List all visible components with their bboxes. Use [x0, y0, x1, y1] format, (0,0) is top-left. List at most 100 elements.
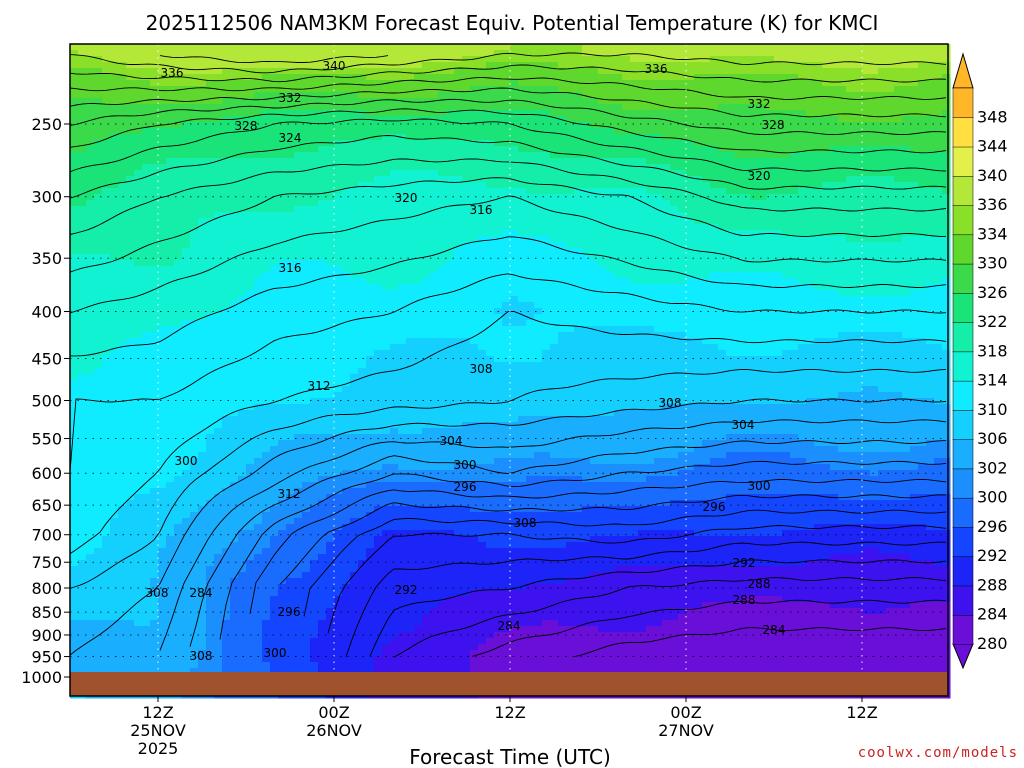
heat-cell	[86, 140, 95, 147]
heat-cell	[662, 68, 671, 75]
heat-cell	[382, 278, 391, 285]
heat-cell	[582, 116, 591, 123]
heat-cell	[366, 248, 375, 255]
heat-cell	[758, 224, 767, 231]
heat-cell	[302, 74, 311, 81]
heat-cell	[134, 236, 143, 243]
heat-cell	[358, 212, 367, 219]
heat-cell	[830, 248, 839, 255]
heat-cell	[670, 272, 679, 279]
heat-cell	[558, 44, 567, 51]
heat-cell	[862, 302, 871, 309]
heat-cell	[742, 272, 751, 279]
heat-cell	[238, 182, 247, 189]
heat-cell	[638, 248, 647, 255]
heat-cell	[438, 182, 447, 189]
heat-cell	[294, 104, 303, 111]
heat-cell	[830, 140, 839, 147]
heat-cell	[534, 56, 543, 63]
heat-cell	[814, 116, 823, 123]
heat-cell	[470, 134, 479, 141]
heat-cell	[334, 104, 343, 111]
heat-cell	[598, 158, 607, 165]
heat-cell	[590, 62, 599, 69]
heat-cell	[374, 56, 383, 63]
heat-cell	[678, 62, 687, 69]
heat-cell	[622, 296, 631, 303]
heat-cell	[422, 56, 431, 63]
heat-cell	[294, 224, 303, 231]
heat-cell	[174, 152, 183, 159]
heat-cell	[878, 308, 887, 315]
heat-cell	[398, 176, 407, 183]
heat-cell	[110, 278, 119, 285]
heat-cell	[302, 284, 311, 291]
heat-cell	[414, 44, 423, 51]
heat-cell	[726, 212, 735, 219]
heat-cell	[830, 182, 839, 189]
heat-cell	[70, 158, 79, 165]
heat-cell	[542, 110, 551, 117]
heat-cell	[174, 50, 183, 57]
chart-title: 2025112506 NAM3KM Forecast Equiv. Potent…	[146, 11, 879, 35]
heat-cell	[678, 212, 687, 219]
heat-cell	[262, 290, 271, 297]
heat-cell	[214, 98, 223, 105]
heat-cell	[686, 260, 695, 267]
heat-cell	[926, 86, 935, 93]
heat-cell	[206, 248, 215, 255]
heat-cell	[174, 212, 183, 219]
heat-cell	[702, 116, 711, 123]
heat-cell	[414, 308, 423, 315]
heat-cell	[246, 170, 255, 177]
heat-cell	[694, 302, 703, 309]
heat-cell	[78, 128, 87, 135]
heat-cell	[182, 128, 191, 135]
heat-cell	[822, 50, 831, 57]
heat-cell	[70, 86, 79, 93]
heat-cell	[798, 140, 807, 147]
heat-cell	[614, 230, 623, 237]
heat-cell	[830, 236, 839, 243]
heat-cell	[686, 98, 695, 105]
heat-cell	[334, 116, 343, 123]
heat-cell	[142, 104, 151, 111]
heat-cell	[934, 122, 943, 129]
heat-cell	[142, 56, 151, 63]
heat-cell	[390, 164, 399, 171]
heat-cell	[630, 260, 639, 267]
heat-cell	[934, 296, 943, 303]
heat-cell	[814, 272, 823, 279]
heat-cell	[806, 104, 815, 111]
heat-cell	[806, 50, 815, 57]
heat-cell	[302, 116, 311, 123]
heat-cell	[598, 176, 607, 183]
heat-cell	[478, 212, 487, 219]
heat-cell	[350, 284, 359, 291]
heat-cell	[334, 194, 343, 201]
heat-cell	[734, 242, 743, 249]
heat-cell	[838, 200, 847, 207]
heat-cell	[670, 290, 679, 297]
heat-cell	[118, 248, 127, 255]
heat-cell	[854, 242, 863, 249]
heat-cell	[454, 128, 463, 135]
heat-cell	[158, 68, 167, 75]
heat-cell	[446, 86, 455, 93]
heat-cell	[286, 296, 295, 303]
heat-cell	[566, 56, 575, 63]
heat-cell	[70, 62, 79, 69]
heat-cell	[774, 140, 783, 147]
heat-cell	[334, 260, 343, 267]
heat-cell	[118, 278, 127, 285]
heat-cell	[606, 296, 615, 303]
heat-cell	[934, 164, 943, 171]
heat-cell	[582, 50, 591, 57]
heat-cell	[814, 248, 823, 255]
heat-cell	[78, 272, 87, 279]
heat-cell	[814, 86, 823, 93]
heat-cell	[438, 98, 447, 105]
heat-cell	[742, 260, 751, 267]
heat-cell	[134, 194, 143, 201]
heat-cell	[358, 236, 367, 243]
